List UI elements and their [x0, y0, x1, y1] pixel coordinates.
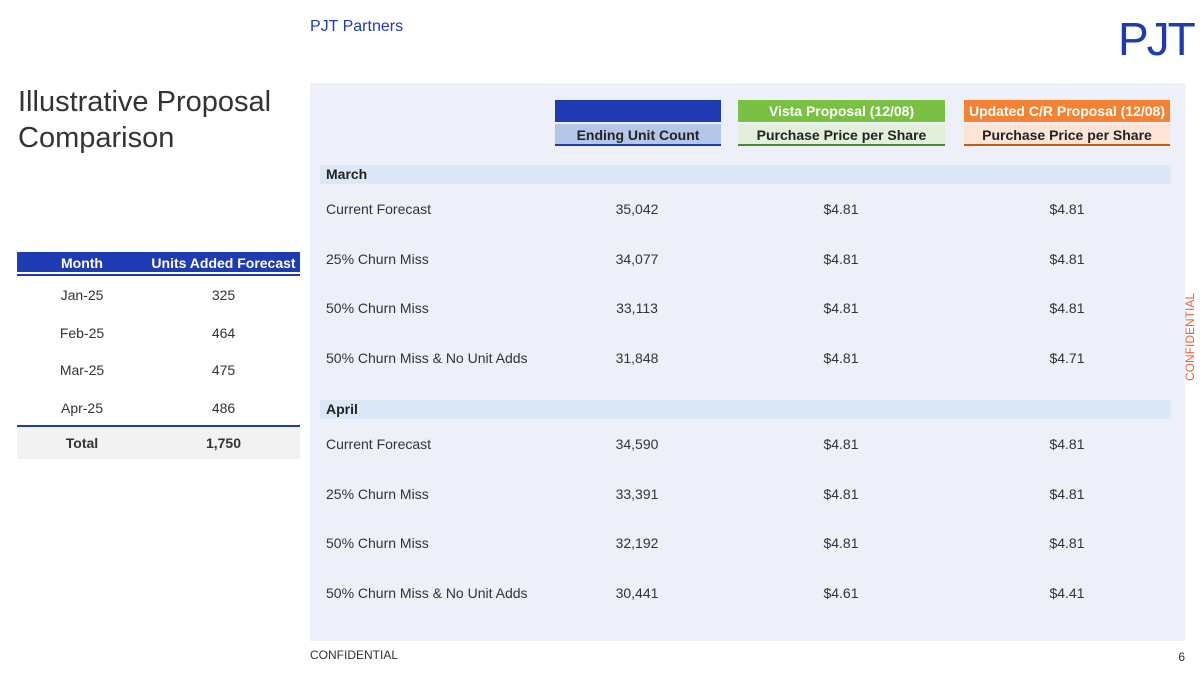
row-value: $4.71 [1049, 350, 1085, 367]
row-value: $4.61 [823, 585, 859, 602]
section-name: March [326, 166, 368, 182]
row-label: Current Forecast [326, 201, 432, 217]
logo: PJT [1118, 13, 1196, 65]
row-value: 33,113 [616, 300, 658, 317]
units-total: Total [65, 435, 99, 451]
row-label: 50% Churn Miss [326, 300, 429, 317]
row-value: $4.81 [823, 250, 859, 267]
units-cell: 464 [211, 324, 236, 341]
units-total-rule [17, 425, 300, 427]
section-band [320, 400, 1171, 419]
header-blank [555, 100, 721, 122]
row-value: 34,077 [615, 250, 659, 267]
row-label: 50% Churn Miss & No Unit Adds [326, 585, 528, 602]
column-header: Purchase Price per Share [738, 124, 945, 146]
units-cell: 486 [211, 399, 236, 416]
units-cell: 475 [211, 362, 236, 378]
brand: PJT Partners [310, 18, 404, 35]
row-label: 50% Churn Miss [326, 535, 429, 552]
row-value: $4.81 [1049, 436, 1085, 452]
row-value: 30,441 [615, 585, 659, 602]
column-header: Purchase Price per Share [964, 124, 1170, 146]
row-label: 25% Churn Miss [326, 485, 429, 502]
row-value: $4.81 [823, 300, 859, 317]
section-name: April [326, 401, 358, 417]
row-value: 32,192 [615, 535, 659, 552]
page-number: 6 [1178, 650, 1185, 664]
column-header: Ending Unit Count [555, 124, 721, 146]
row-value: 35,042 [615, 201, 659, 217]
row-value: $4.81 [823, 535, 859, 552]
side-label: CONFIDENTIAL [1183, 293, 1197, 382]
row-value: $4.81 [823, 350, 859, 367]
group-header: Updated C/R Proposal (12/08) [964, 100, 1170, 122]
footer-label: CONFIDENTIAL [310, 648, 399, 662]
units-cell: Apr-25 [60, 399, 104, 416]
row-value: $4.81 [823, 436, 859, 452]
row-value: $4.81 [1049, 485, 1085, 502]
units-header: Units Added Forecast [147, 252, 300, 274]
row-value: 33,391 [615, 485, 659, 502]
slide-title: Illustrative Proposal Comparison [18, 86, 272, 154]
row-value: $4.81 [1049, 201, 1085, 217]
units-cell: Jan-25 [60, 287, 104, 303]
section-band [320, 165, 1171, 184]
row-value: $4.41 [1049, 585, 1085, 602]
units-cell: Mar-25 [59, 362, 105, 378]
units-total-bg [17, 427, 300, 459]
units-header: Month [17, 252, 147, 274]
row-value: 34,590 [615, 436, 659, 452]
units-total: 1,750 [205, 435, 242, 451]
units-cell: 325 [211, 287, 236, 303]
units-cell: Feb-25 [59, 324, 105, 341]
row-value: $4.81 [1049, 300, 1085, 317]
row-label: 50% Churn Miss & No Unit Adds [326, 350, 528, 367]
row-value: $4.81 [1049, 250, 1085, 267]
row-label: 25% Churn Miss [326, 250, 429, 267]
group-header: Vista Proposal (12/08) [738, 100, 945, 122]
row-value: $4.81 [823, 485, 859, 502]
row-value: $4.81 [823, 201, 859, 217]
row-value: 31,848 [615, 350, 659, 367]
row-value: $4.81 [1049, 535, 1085, 552]
row-label: Current Forecast [326, 436, 432, 452]
